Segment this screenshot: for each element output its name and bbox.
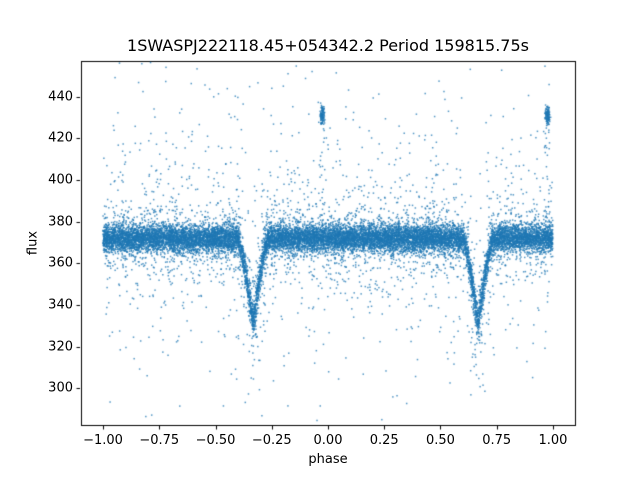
y-tick-label: 420 (48, 130, 73, 146)
y-tick-label: 440 (48, 89, 73, 105)
x-tick-label: −0.75 (139, 433, 180, 448)
x-tick-label: −1.00 (83, 433, 123, 448)
x-axis-label: phase (308, 452, 348, 467)
y-tick-label: 340 (48, 297, 73, 313)
x-tick-label: 0.75 (482, 433, 512, 448)
y-tick-label: 320 (48, 339, 73, 355)
chart-title: 1SWASPJ222118.45+054342.2 Period 159815.… (127, 36, 529, 55)
x-tick-label: −0.25 (251, 433, 292, 448)
y-tick-label: 380 (48, 214, 73, 230)
x-tick-label: 0.50 (425, 433, 455, 448)
x-tick-label: −0.50 (195, 433, 236, 448)
y-tick-label: 400 (48, 172, 73, 188)
x-tick-label: 1.00 (538, 433, 568, 448)
y-axis-label: flux (25, 230, 41, 256)
y-tick-label: 300 (48, 380, 73, 396)
x-tick-label: 0.25 (369, 433, 399, 448)
x-tick-label: 0.00 (313, 433, 343, 448)
y-tick-label: 360 (48, 255, 73, 271)
